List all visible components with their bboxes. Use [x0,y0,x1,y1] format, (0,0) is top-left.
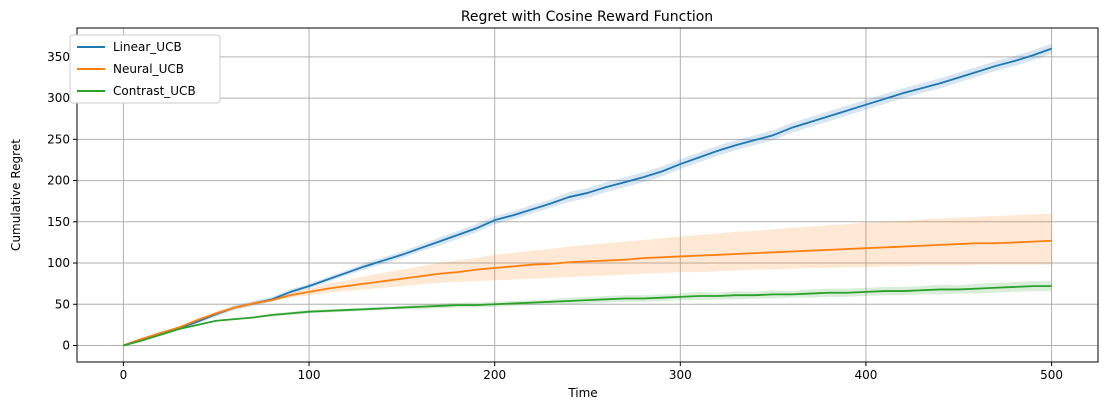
legend-label-linear-ucb: Linear_UCB [113,40,182,54]
plot-frame [76,27,1099,363]
y-tick-label: 0 [62,339,70,353]
y-axis-label: Cumulative Regret [9,139,23,251]
confidence-band-contrast-ucb [123,281,1052,346]
legend-label-contrast-ucb: Contrast_UCB [113,84,196,98]
series-line-contrast-ucb [123,285,1052,347]
y-tick-label: 50 [55,297,70,311]
y-tick-label: 150 [47,215,70,229]
x-tick-label: 100 [298,368,321,382]
x-tick-label: 200 [483,368,506,382]
x-tick-label: 300 [669,368,692,382]
y-tick-label: 300 [47,91,70,105]
legend-label-neural-ucb: Neural_UCB [113,62,184,76]
y-tick-label: 100 [47,256,70,270]
chart-title: Regret with Cosine Reward Function [461,9,713,25]
y-tick-label: 350 [47,50,70,64]
x-tick-label: 400 [855,368,878,382]
x-tick-label: 500 [1040,368,1063,382]
x-tick-label: 0 [120,368,128,382]
series-line-neural-ucb [123,239,1052,347]
series-line-layer [123,47,1052,347]
chart-legend: Linear_UCB Neural_UCB Contrast_UCB [69,34,221,104]
confidence-band-neural-ucb [123,213,1052,346]
legend-box [69,34,221,104]
tick-layer: 0 100 200 300 400 500 0 50 100 150 200 250 300 350 [47,50,1063,382]
y-tick-label: 200 [47,174,70,188]
x-axis-label: Time [567,386,597,400]
series-line-linear-ucb [123,47,1052,347]
y-tick-label: 250 [47,132,70,146]
